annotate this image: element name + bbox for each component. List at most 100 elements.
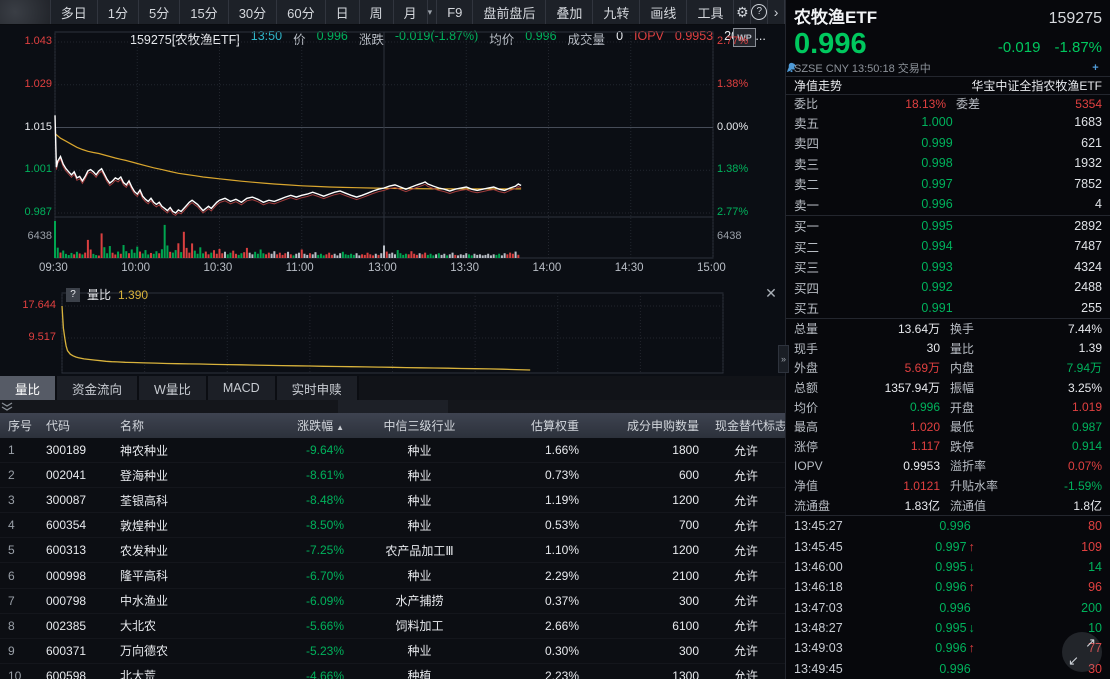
- table-row[interactable]: 8 002385 大北农 -5.66% 饲料加工 2.66% 6100 允许: [0, 614, 785, 639]
- volume-ratio-chart[interactable]: [0, 283, 785, 379]
- table-row[interactable]: 6 000998 隆平高科 -6.70% 种业 2.29% 2100 允许: [0, 563, 785, 589]
- table-row[interactable]: 2 002041 登海种业 -8.61% 种业 0.73% 600 允许: [0, 463, 785, 489]
- col-header-label: 成分申购数量: [626, 419, 699, 433]
- wp-plugin-icon[interactable]: WP: [733, 28, 756, 47]
- time-axis-label: 13:30: [450, 262, 480, 274]
- time-axis-label: 10:30: [203, 262, 233, 274]
- row-index: 7: [8, 593, 15, 608]
- stat-row: 总量 13.64万 换手 7.44%: [786, 319, 1110, 339]
- ask-price: 0.999: [921, 135, 953, 150]
- stat-row: 最高 1.020 最低 0.987: [786, 417, 1110, 437]
- table-row[interactable]: 10 600598 北大荒 -4.66% 种植 2.23% 1300 允许: [0, 664, 785, 679]
- panel-collapse-handle[interactable]: »: [778, 345, 789, 373]
- period-dropdown-caret[interactable]: ▾: [428, 0, 438, 24]
- tab-W量比[interactable]: W量比: [139, 376, 208, 400]
- pct-change: -8.50%: [305, 518, 344, 533]
- tick-down-arrow-icon: ↓: [968, 559, 975, 574]
- stat-label: 流通值: [950, 498, 987, 513]
- toolbar-period-月[interactable]: 月: [394, 0, 428, 24]
- table-row[interactable]: 7 000798 中水渔业 -6.09% 水产捕捞 0.37% 300 允许: [0, 589, 785, 614]
- table-row[interactable]: 1 300189 神农种业 -9.64% 种业 1.66% 1800 允许: [0, 438, 785, 464]
- toolbar-tool-F9[interactable]: F9: [437, 0, 474, 24]
- stat-value: -1.59%: [1063, 478, 1102, 493]
- tick-price: 0.996: [939, 519, 971, 534]
- ask-price: 0.996: [921, 197, 953, 212]
- chart-symbol: 159275[农牧渔ETF]: [130, 33, 240, 47]
- quote-header: 农牧渔ETF 159275 0.996 -0.019 -1.87% SZSE C…: [786, 0, 1110, 76]
- time-axis-label: 15:00: [697, 262, 726, 274]
- row-index: 5: [8, 543, 15, 558]
- alert-bell-icon[interactable]: [787, 61, 1082, 74]
- volume-ratio-axis-label: 17.644: [22, 299, 56, 311]
- table-row[interactable]: 4 600354 敦煌种业 -8.50% 种业 0.53% 700 允许: [0, 513, 785, 539]
- col-header-涨跌幅[interactable]: 涨跌幅 ▲: [252, 417, 352, 434]
- indicator-value: 1.390: [118, 287, 149, 302]
- toolbar-period-30分[interactable]: 30分: [229, 0, 278, 24]
- settings-gear-icon[interactable]: ⚙: [734, 0, 752, 24]
- ask-volume: 621: [1081, 135, 1102, 150]
- price-change-pct: -1.87%: [1054, 39, 1102, 56]
- toolbar-tool-九转[interactable]: 九转: [593, 0, 641, 24]
- tab-实时申赎[interactable]: 实时申赎: [276, 376, 359, 400]
- toolbar-period-5分[interactable]: 5分: [139, 0, 181, 24]
- edit-pencil-icon[interactable]: [786, 61, 1062, 74]
- pct-change: -6.09%: [305, 593, 344, 608]
- table-row[interactable]: 9 600371 万向德农 -5.23% 种业 0.30% 300 允许: [0, 639, 785, 664]
- price-axis-label: 1.001: [24, 163, 52, 175]
- stat-label: 涨停: [794, 439, 819, 454]
- intraday-chart[interactable]: [0, 25, 785, 263]
- arrow-ne-icon: ↗: [1085, 635, 1096, 650]
- col-header-成分申购数量: 成分申购数量: [587, 417, 707, 434]
- table-row[interactable]: 3 300087 荃银高科 -8.48% 种业 1.19% 1200 允许: [0, 488, 785, 514]
- pct-change: -6.70%: [305, 568, 344, 583]
- tab-资金流向[interactable]: 资金流向: [57, 376, 140, 400]
- fullscreen-toggle-button[interactable]: ↗ ↙: [1062, 632, 1102, 672]
- add-plus-icon[interactable]: +: [1092, 61, 1099, 74]
- time-axis-label: 13:00: [368, 262, 397, 274]
- help-circle: ?: [751, 4, 768, 20]
- toolbar-more-chevron[interactable]: ›: [768, 0, 785, 24]
- toolbar-tool-工具[interactable]: 工具: [687, 0, 735, 24]
- tick-up-arrow-icon: ↑: [968, 641, 975, 656]
- toolbar-tool-画线[interactable]: 画线: [640, 0, 688, 24]
- bid-volume: 2892: [1074, 218, 1102, 233]
- stat-row: 现手 30 量比 1.39: [786, 339, 1110, 359]
- help-icon[interactable]: ?: [751, 0, 769, 24]
- cash-flag: 允许: [733, 619, 758, 634]
- toolbar-period-多日[interactable]: 多日: [51, 0, 98, 24]
- time-axis-label: 11:00: [285, 262, 314, 274]
- stat-row: 涨停 1.117 跌停 0.914: [786, 437, 1110, 457]
- price-label: 价: [293, 33, 306, 47]
- industry: 种业: [407, 493, 432, 508]
- stat-row: 流通盘 1.83亿 流通值 1.8亿: [786, 495, 1110, 515]
- tick-down-arrow-icon: ↓: [968, 621, 975, 636]
- bid-price: 0.993: [921, 259, 953, 274]
- toolbar-tool-盘前盘后[interactable]: 盘前盘后: [473, 0, 547, 24]
- toolbar-period-周[interactable]: 周: [360, 0, 394, 24]
- weicha-value: 5354: [1075, 96, 1102, 111]
- ask-label: 卖一: [794, 198, 820, 213]
- close-indicator-icon[interactable]: ✕: [765, 285, 777, 301]
- tab-量比[interactable]: 量比: [0, 376, 58, 400]
- tick-time: 13:46:00: [794, 559, 843, 574]
- ask-volume: 7852: [1074, 176, 1102, 191]
- stat-label: 升贴水率: [950, 479, 999, 494]
- stat-label: 最低: [950, 420, 975, 435]
- tab-MACD[interactable]: MACD: [207, 376, 277, 400]
- exchange-status: SZSE CNY 13:50:18 交易中: [794, 62, 931, 75]
- nav-trend-link[interactable]: 净值走势: [794, 79, 843, 93]
- col-header-代码: 代码: [38, 417, 112, 434]
- toolbar-period-日[interactable]: 日: [326, 0, 360, 24]
- toolbar-tool-叠加[interactable]: 叠加: [546, 0, 594, 24]
- toolbar-period-60分[interactable]: 60分: [277, 0, 326, 24]
- toolbar-period-1分[interactable]: 1分: [98, 0, 139, 24]
- industry: 种业: [407, 644, 432, 659]
- tick-price: 0.997 ↑: [935, 539, 975, 554]
- stat-value: 0.07%: [1067, 458, 1102, 473]
- indicator-help-icon[interactable]: ?: [66, 287, 80, 302]
- toolbar-period-15分[interactable]: 15分: [180, 0, 229, 24]
- stat-value: 3.25%: [1067, 380, 1102, 395]
- collapse-handle[interactable]: [1, 400, 448, 413]
- table-row[interactable]: 5 600313 农发种业 -7.25% 农产品加工Ⅲ 1.10% 1200 允许: [0, 538, 785, 564]
